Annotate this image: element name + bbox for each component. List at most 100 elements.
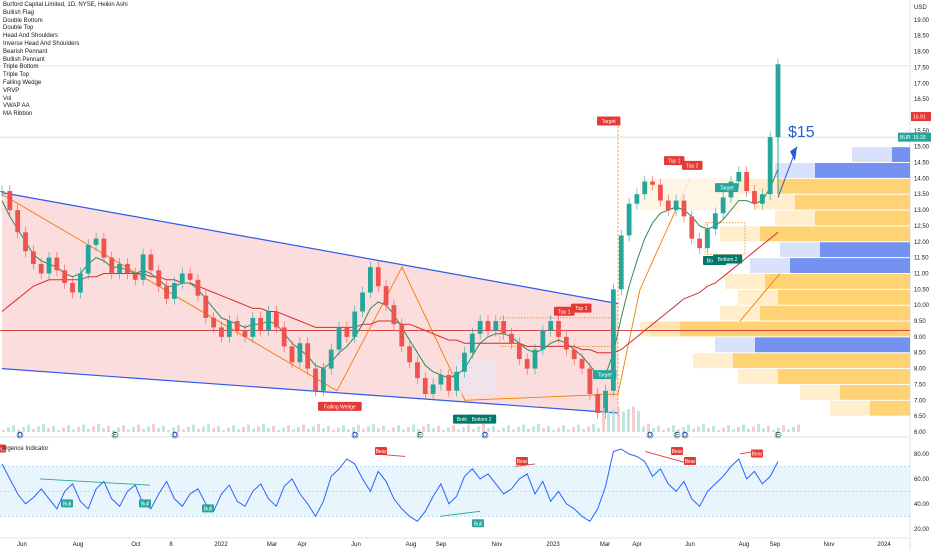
candle-body <box>344 327 350 337</box>
volume-bar <box>622 411 625 432</box>
price-tick-label: 17.00 <box>914 81 930 87</box>
volume-bar <box>602 407 605 432</box>
candle-body <box>117 263 122 274</box>
label-top1-b-box <box>664 156 685 166</box>
candle-body <box>125 263 130 274</box>
candle-body <box>509 333 514 344</box>
volume-bar <box>732 429 735 432</box>
volume-bar <box>192 424 195 432</box>
label-top2-a: Top 2 <box>575 306 587 312</box>
volume-bar <box>262 424 265 432</box>
legend-item-3[interactable]: Head And Shoulders <box>3 33 59 40</box>
volume-bar <box>447 427 450 432</box>
candle-body <box>250 317 256 337</box>
candle-body <box>234 321 240 331</box>
volume-bar <box>497 430 500 432</box>
volume-bar <box>172 427 175 432</box>
legend-item-5[interactable]: Bearish Pennant <box>3 48 48 55</box>
volume-bar <box>12 425 15 432</box>
volume-profile-bar <box>778 369 910 384</box>
legend-item-10[interactable]: VRVP <box>3 87 20 94</box>
legend-item-11[interactable]: Vol <box>3 95 12 102</box>
candle-body <box>438 374 444 385</box>
volume-bar <box>432 428 435 432</box>
volume-bar <box>287 425 290 432</box>
volume-bar <box>232 425 235 432</box>
volume-bar <box>667 427 670 432</box>
candle-body <box>360 292 365 312</box>
candle-body <box>219 327 224 337</box>
volume-bar <box>57 430 60 432</box>
event-marker <box>111 431 119 439</box>
candle-body <box>101 238 107 258</box>
signal-tag-box <box>684 456 696 465</box>
price-tick-label: 6.50 <box>914 414 926 420</box>
candle-body <box>634 194 640 204</box>
volume-bar <box>377 428 380 432</box>
volume-bar <box>402 429 405 432</box>
candle-body <box>650 181 655 185</box>
volume-bar <box>677 429 680 432</box>
price-tick-label: 6.00 <box>914 430 926 436</box>
event-marker-label: E <box>418 433 422 439</box>
volume-profile-bar <box>840 384 910 400</box>
price-tick-label: 15.00 <box>914 145 930 151</box>
price-tick-label: 13.50 <box>914 192 930 198</box>
volume-bar <box>297 427 300 432</box>
label-bottom2-a-box <box>467 414 497 424</box>
volume-bar <box>482 424 485 432</box>
legend-item-7[interactable]: Triple Bottom <box>3 64 39 71</box>
legend-item-8[interactable]: Triple Top <box>3 72 30 79</box>
volume-bar <box>582 428 585 432</box>
volume-bar <box>132 427 135 432</box>
legend-item-2[interactable]: Double Top <box>3 25 34 32</box>
signal-tag-1: Bull <box>141 501 149 507</box>
volume-bar <box>332 430 335 432</box>
candle-body <box>626 203 632 236</box>
legend-item-0[interactable]: Bullish Flag <box>3 9 35 16</box>
time-tick-label: Sep <box>770 542 781 548</box>
legend-item-4[interactable]: Inverse Head And Shoulders <box>3 40 80 47</box>
candle-body <box>289 346 295 363</box>
label-target-1-box <box>597 116 621 126</box>
legend-item-9[interactable]: Falling Wedge <box>3 79 42 86</box>
volume-bar <box>487 428 490 432</box>
signal-tag-box <box>0 444 6 453</box>
volume-bar <box>7 427 10 432</box>
legend-item-12[interactable]: VWAP AA <box>3 103 30 110</box>
volume-bar <box>517 427 520 432</box>
legend-item-1[interactable]: Double Bottom <box>3 17 43 24</box>
legend-item-6[interactable]: Bullish Pennant <box>3 56 45 63</box>
legend-item-13[interactable]: MA Ribbon <box>3 111 33 118</box>
volume-profile-bar-light <box>775 210 815 226</box>
volume-bar <box>617 407 620 432</box>
volume-bar <box>112 430 115 432</box>
volume-profile-bar <box>650 321 910 337</box>
volume-bar <box>757 424 760 432</box>
volume-profile-bar <box>733 353 910 369</box>
volume-bar <box>687 424 690 432</box>
divergence-segment <box>644 451 691 465</box>
candle-body <box>681 200 687 217</box>
volume-bar <box>242 427 245 432</box>
candle-body <box>273 311 279 328</box>
volume-bar <box>102 428 105 432</box>
price-tick-label: 19.00 <box>914 18 930 24</box>
volume-bar <box>27 424 30 432</box>
volume-profile-bar-light <box>780 242 820 258</box>
volume-profile-bar-light <box>750 258 790 273</box>
volume-bar <box>407 427 410 432</box>
candle-body <box>226 321 232 337</box>
volume-bar <box>452 425 455 432</box>
price-tick-label: 12.00 <box>914 240 930 246</box>
candle-body <box>148 254 154 271</box>
candle-body <box>399 324 405 347</box>
volume-bar <box>712 425 715 432</box>
time-tick-label: 2022 <box>214 542 228 548</box>
candle-body <box>62 270 68 283</box>
candle-body <box>673 200 679 211</box>
event-marker <box>416 431 424 439</box>
event-marker-label: E <box>675 433 679 439</box>
signal-tag-box <box>671 446 683 455</box>
